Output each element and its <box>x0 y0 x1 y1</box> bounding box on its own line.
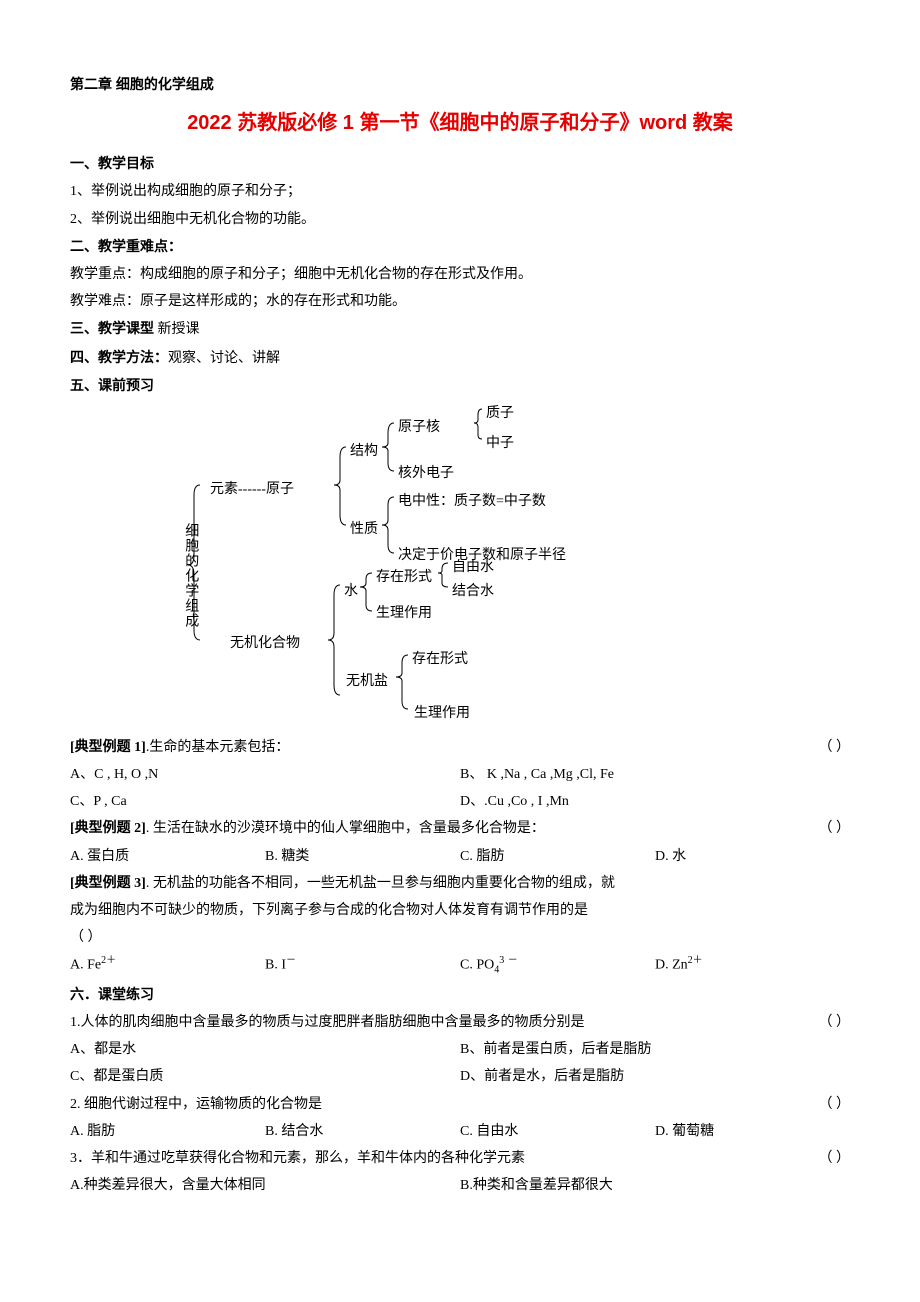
node-yuanzihe: 原子核 <box>398 415 440 440</box>
ex1-paren: （ ） <box>807 735 851 760</box>
ex1-c: C、P , Ca <box>70 789 460 814</box>
ex3-c: C. PO43 － <box>460 952 655 979</box>
sec1-l1: 1、举例说出构成细胞的原子和分子； <box>70 179 850 204</box>
node-hewai: 核外电子 <box>398 461 454 486</box>
q1-stem: 1.人体的肌肉细胞中含量最多的物质与过度肥胖者脂肪细胞中含量最多的物质分别是 <box>70 1010 585 1035</box>
q1-paren: （ ） <box>807 1010 851 1035</box>
node-shui: 水 <box>344 579 358 604</box>
tree-root-label: 细胞的化学组成 <box>178 523 203 628</box>
q2-b: B. 结合水 <box>265 1119 460 1144</box>
node-zhongzi: 中子 <box>486 431 514 456</box>
sec6-head: 六．课堂练习 <box>70 986 154 1002</box>
node-cunzai2: 存在形式 <box>412 647 468 672</box>
ex3-d: D. Zn2＋ <box>655 952 850 979</box>
ex2-prefix: [典型例题 2] <box>70 821 146 836</box>
node-wujihuahewu: 无机化合物 <box>230 631 300 656</box>
sec1-head: 一、教学目标 <box>70 155 154 171</box>
q3-paren: （ ） <box>807 1146 851 1171</box>
q2-d: D. 葡萄糖 <box>655 1119 850 1144</box>
node-shengli2: 生理作用 <box>414 701 470 726</box>
chapter-heading: 第二章 细胞的化学组成 <box>70 72 850 97</box>
ex3-stem2: 成为细胞内不可缺少的物质，下列离子参与合成的化合物对人体发育有调节作用的是 <box>70 898 850 923</box>
q1-a: A、都是水 <box>70 1037 460 1062</box>
sec2-head: 二、教学重难点： <box>70 238 182 254</box>
ex2-b: B. 糖类 <box>265 844 460 869</box>
ex1-stem: .生命的基本元素包括： <box>146 740 290 755</box>
ex2-d: D. 水 <box>655 844 850 869</box>
ex2-c: C. 脂肪 <box>460 844 655 869</box>
q3-stem: 3．羊和牛通过吃草获得化合物和元素，那么，羊和牛体内的各种化学元素 <box>70 1146 525 1171</box>
q1-b: B、前者是蛋白质，后者是脂肪 <box>460 1037 850 1062</box>
q2-c: C. 自由水 <box>460 1119 655 1144</box>
sec3-tail: 新授课 <box>154 322 200 337</box>
node-jiehe: 结合水 <box>452 579 494 604</box>
q1-c: C、都是蛋白质 <box>70 1064 460 1089</box>
ex3-prefix: [典型例题 3] <box>70 876 146 891</box>
sec4-head: 四、教学方法： <box>70 349 168 365</box>
sec3-head: 三、教学课型 <box>70 320 154 336</box>
node-jiegou: 结构 <box>350 439 378 464</box>
q3-a: A.种类差异很大，含量大体相同 <box>70 1173 460 1198</box>
ex1-b: B、 K ,Na , Ca ,Mg ,Cl, Fe <box>460 762 850 787</box>
ex3-stem3: （ ） <box>70 925 850 950</box>
sec2-l1: 教学重点：构成细胞的原子和分子；细胞中无机化合物的存在形式及作用。 <box>70 262 850 287</box>
node-shengli: 生理作用 <box>376 601 432 626</box>
ex2-paren: （ ） <box>807 816 851 841</box>
sec4-tail: 观察、讨论、讲解 <box>168 351 280 366</box>
q2-paren: （ ） <box>807 1092 851 1117</box>
node-xingzhi: 性质 <box>350 517 378 542</box>
ex3-b: B. I－ <box>265 952 460 979</box>
ex1-prefix: [典型例题 1] <box>70 740 146 755</box>
q2-a: A. 脂肪 <box>70 1119 265 1144</box>
ex3-a: A. Fe2＋ <box>70 952 265 979</box>
q3-b: B.种类和含量差异都很大 <box>460 1173 850 1198</box>
q2-stem: 2. 细胞代谢过程中，运输物质的化合物是 <box>70 1092 322 1117</box>
node-ziyoushui: 自由水 <box>452 555 494 580</box>
ex1-d: D、.Cu ,Co , I ,Mn <box>460 789 850 814</box>
concept-tree: 细胞的化学组成 元素------原子 结构 原子核 质子 中子 核外电子 性质 … <box>70 405 850 725</box>
node-dianzhong: 电中性：质子数=中子数 <box>398 489 546 514</box>
node-wujiyan: 无机盐 <box>346 669 388 694</box>
lesson-title: 2022 苏教版必修 1 第一节《细胞中的原子和分子》word 教案 <box>70 105 850 141</box>
node-cunzai: 存在形式 <box>376 565 432 590</box>
ex2-a: A. 蛋白质 <box>70 844 265 869</box>
sec2-l2: 教学难点：原子是这样形成的；水的存在形式和功能。 <box>70 289 850 314</box>
q1-d: D、前者是水，后者是脂肪 <box>460 1064 850 1089</box>
sec1-l2: 2、举例说出细胞中无机化合物的功能。 <box>70 207 850 232</box>
ex3-stem1: . 无机盐的功能各不相同，一些无机盐一旦参与细胞内重要化合物的组成，就 <box>146 876 615 891</box>
node-yuansu: 元素------原子 <box>210 477 294 502</box>
sec5-head: 五、课前预习 <box>70 377 154 393</box>
node-zhizi: 质子 <box>486 401 514 426</box>
ex1-a: A、C , H, O ,N <box>70 762 460 787</box>
ex2-stem: . 生活在缺水的沙漠环境中的仙人掌细胞中，含量最多化合物是： <box>146 821 545 836</box>
